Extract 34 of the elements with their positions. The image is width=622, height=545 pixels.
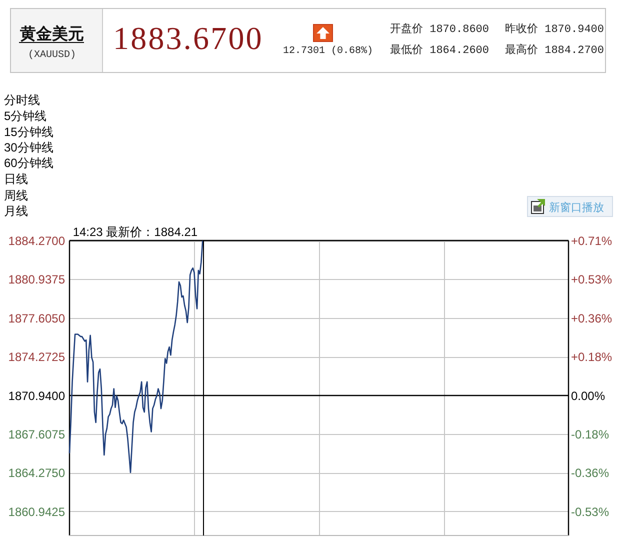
y-tick-label: 1880.9375: [8, 272, 66, 287]
text: 最高价 1884.2700: [505, 43, 604, 57]
text: 60分钟线: [4, 156, 54, 170]
text: 月线: [4, 204, 28, 218]
y2-tick-label: +0.71%: [571, 234, 612, 248]
y-tick-label: 1874.2725: [8, 350, 66, 364]
text: 开盘价 1870.8600: [390, 23, 490, 36]
y-tick-label: 1867.6075: [8, 428, 66, 442]
y-tick-label: 1860.9425: [8, 504, 66, 519]
chart-title: 黄金美元: [19, 24, 84, 43]
y2-tick-label: +0.36%: [571, 311, 612, 326]
text: 最低价 1864.2600: [390, 44, 490, 57]
button: 新窗口播放: [527, 196, 613, 217]
text: 1883.6700: [113, 20, 264, 56]
line-series: [68, 240, 204, 474]
text: 昨收价 1870.9400: [505, 23, 604, 36]
y2-tick-label: -0.53%: [571, 504, 610, 519]
y2-tick-label: +0.53%: [571, 272, 612, 287]
y2-tick-label: -0.36%: [571, 466, 610, 480]
text: 分时线: [4, 93, 40, 107]
text: 30分钟线: [4, 140, 54, 154]
text: 5分钟线: [4, 109, 47, 123]
chart-subtitle: (XAUUSD): [28, 49, 76, 61]
y2-tick-label: 0.00%: [571, 388, 606, 403]
y2-tick-label: -0.18%: [571, 428, 610, 442]
y-tick-label: 1884.2700: [8, 234, 66, 248]
text: 15分钟线: [4, 125, 54, 139]
text: 日线: [4, 172, 28, 186]
text: 周线: [4, 188, 28, 202]
y2-tick-label: +0.18%: [571, 350, 612, 364]
y-tick-label: 1870.9400: [8, 388, 66, 403]
y-tick-label: 1864.2750: [8, 466, 66, 480]
y-tick-label: 1877.6050: [8, 311, 66, 326]
text: 12.7301 (0.68%): [283, 45, 374, 57]
